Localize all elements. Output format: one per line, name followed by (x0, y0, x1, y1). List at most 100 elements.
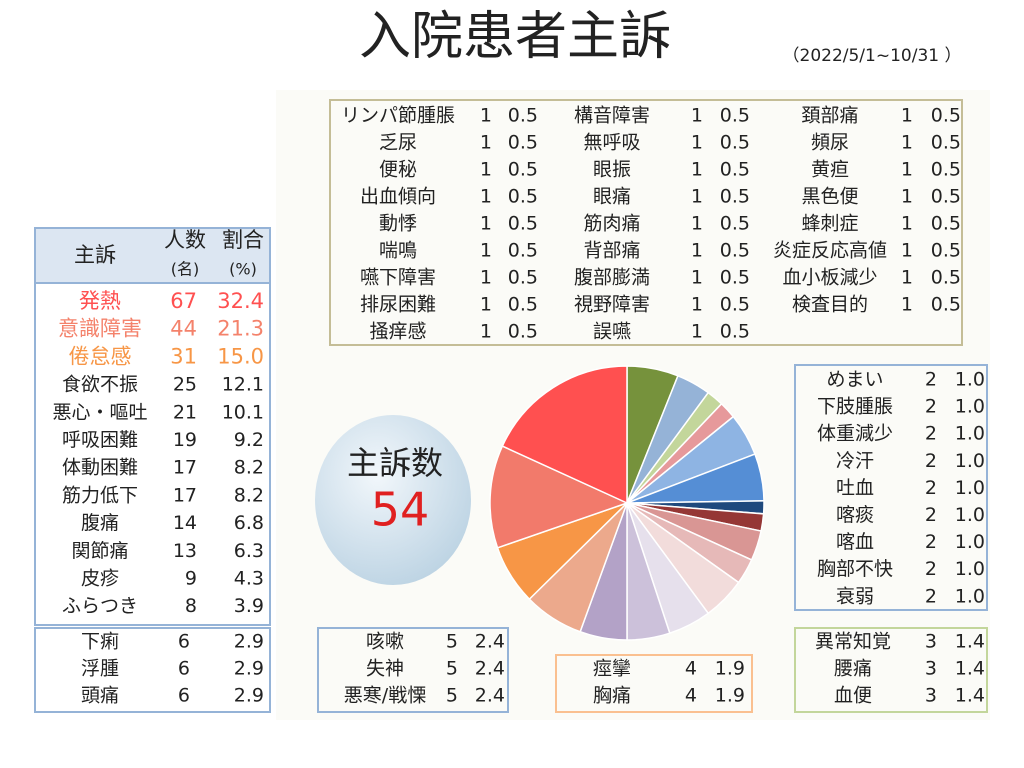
ratio: 0.5 (720, 186, 750, 208)
ratio: 0.5 (508, 132, 538, 154)
ratio: 9.2 (234, 429, 264, 451)
ratio: 6.3 (234, 540, 264, 562)
count: 1 (691, 159, 703, 181)
ratio: 0.5 (720, 267, 750, 289)
count: 3 (925, 658, 937, 680)
complaint: 排尿困難 (360, 294, 436, 316)
box-border (317, 627, 509, 713)
ratio: 1.0 (955, 531, 985, 553)
complaint: 異常知覚 (815, 631, 891, 653)
ratio: 0.5 (931, 186, 961, 208)
ratio: 2.9 (234, 685, 264, 707)
ratio: 0.5 (508, 294, 538, 316)
ratio: 0.5 (931, 267, 961, 289)
ratio: 0.5 (720, 213, 750, 235)
pie-slice (489, 445, 630, 549)
count: 17 (173, 457, 197, 479)
complaint: 呼吸困難 (62, 429, 138, 451)
complaint: ふらつき (62, 595, 138, 617)
complaint: 喀痰 (836, 504, 874, 526)
complaint: 腹痛 (81, 512, 119, 534)
count: 2 (925, 504, 937, 526)
count: 67 (170, 289, 197, 313)
complaint: 筋力低下 (62, 484, 138, 506)
count: 1 (691, 321, 703, 343)
count: 2 (925, 558, 937, 580)
ratio: 15.0 (217, 344, 264, 368)
count: 1 (480, 159, 492, 181)
count: 3 (925, 631, 937, 653)
complaint: 血便 (834, 685, 872, 707)
ratio: 8.2 (234, 484, 264, 506)
complaint: めまい (826, 369, 883, 391)
count: 1 (480, 240, 492, 262)
ratio: 0.5 (508, 321, 538, 343)
complaint: 背部痛 (583, 240, 640, 262)
ratio: 2.9 (234, 658, 264, 680)
ratio: 0.5 (931, 213, 961, 235)
count: 1 (691, 132, 703, 154)
complaint: 胸部不快 (817, 558, 893, 580)
complaint: 吐血 (836, 477, 874, 499)
summary-value: 54 (371, 483, 430, 537)
count: 3 (925, 685, 937, 707)
table-border (34, 227, 271, 626)
head-count-unit: (名) (171, 260, 200, 279)
count: 1 (480, 105, 492, 127)
ratio: 2.9 (234, 631, 264, 653)
ratio: 2.4 (475, 631, 505, 653)
count: 1 (901, 240, 913, 262)
complaint: 咳嗽 (366, 631, 404, 653)
count: 9 (185, 568, 197, 590)
ratio: 1.0 (955, 450, 985, 472)
complaint: 眼振 (593, 159, 631, 181)
count: 19 (173, 429, 197, 451)
ratio: 32.4 (217, 289, 264, 313)
summary-label: 主訴数 (347, 444, 443, 482)
ratio: 0.5 (720, 159, 750, 181)
count: 1 (691, 240, 703, 262)
count: 1 (901, 132, 913, 154)
count: 8 (185, 595, 197, 617)
complaint: 衰弱 (836, 585, 874, 607)
complaint: 頻尿 (811, 132, 849, 154)
ratio: 0.5 (720, 132, 750, 154)
complaint: 体重減少 (817, 423, 893, 445)
count: 4 (685, 685, 697, 707)
ratio: 1.0 (955, 558, 985, 580)
ratio: 1.0 (955, 396, 985, 418)
complaint: 掻痒感 (369, 321, 426, 343)
title: 入院患者主訴 (359, 7, 671, 67)
complaint: 血小板減少 (782, 267, 877, 289)
count: 4 (685, 658, 697, 680)
ratio: 1.0 (955, 585, 985, 607)
count: 2 (925, 450, 937, 472)
count: 5 (446, 631, 458, 653)
count: 1 (691, 294, 703, 316)
ratio: 0.5 (931, 294, 961, 316)
complaint: 検査目的 (792, 294, 868, 316)
ratio: 1.0 (955, 504, 985, 526)
count: 1 (480, 294, 492, 316)
complaint: 冷汗 (836, 450, 874, 472)
count: 1 (901, 186, 913, 208)
complaint: 意識障害 (58, 317, 142, 341)
count: 1 (480, 267, 492, 289)
box-border (329, 99, 963, 346)
count: 14 (173, 512, 197, 534)
count: 44 (170, 317, 197, 341)
head-name: 主訴 (74, 243, 116, 267)
ratio: 0.5 (508, 105, 538, 127)
ratio: 0.5 (508, 213, 538, 235)
ratio: 8.2 (234, 457, 264, 479)
complaint: 蜂刺症 (801, 213, 858, 235)
ratio: 2.4 (475, 658, 505, 680)
complaint: 喀血 (836, 531, 874, 553)
ratio: 0.5 (508, 186, 538, 208)
complaint: 動悸 (379, 213, 417, 235)
count: 2 (925, 423, 937, 445)
ratio: 0.5 (508, 159, 538, 181)
ratio: 1.0 (955, 477, 985, 499)
count: 5 (446, 658, 458, 680)
count: 1 (480, 213, 492, 235)
